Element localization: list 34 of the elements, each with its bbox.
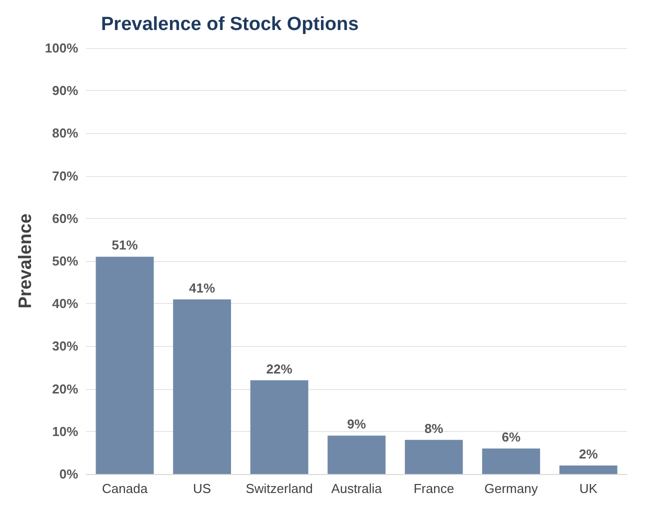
data-label: 2% [578,446,598,462]
data-label: 22% [266,361,293,376]
bar [404,440,463,474]
data-label: 8% [424,420,444,436]
x-tick-label: Canada [102,481,148,496]
x-tick-label: Australia [331,481,383,496]
y-tick-label: 60% [52,210,79,226]
y-tick-label: 90% [52,83,79,98]
data-label: 9% [347,416,366,432]
y-axis-title: Prevalence [15,213,35,309]
y-tick-label: 30% [52,338,79,354]
x-tick-label: Germany [484,481,538,496]
y-tick-label: 80% [52,126,79,141]
bar [559,465,618,474]
x-tick-label: UK [579,481,598,496]
y-tick-label: 10% [52,424,79,439]
data-label: 51% [112,238,138,253]
bar [173,299,232,474]
y-tick-label: 50% [52,254,79,268]
bar [250,380,308,474]
data-label: 41% [189,280,216,296]
bar [482,448,540,474]
y-tick-label: 0% [59,466,79,482]
x-tick-label: US [193,481,212,496]
chart-title: Prevalence of Stock Options [101,14,359,35]
y-tick-label: 40% [52,296,79,312]
y-tick-label: 100% [44,40,79,56]
data-label: 6% [502,429,521,444]
y-tick-label: 70% [52,168,79,184]
x-tick-label: Switzerland [246,481,313,496]
x-tick-label: France [414,481,454,496]
bar [328,436,386,474]
bar [96,256,154,474]
y-tick-label: 20% [52,381,79,396]
